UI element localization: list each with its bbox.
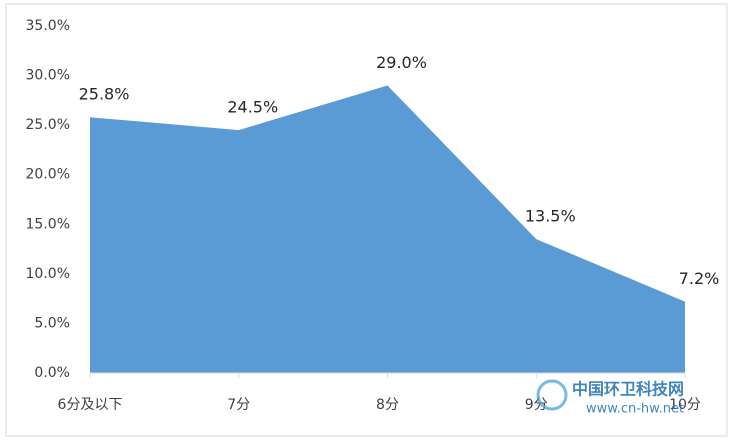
y-tick-label: 15.0% xyxy=(26,216,70,232)
x-tick-label: 8分 xyxy=(376,397,399,413)
watermark-url: www.cn-hw.net xyxy=(586,402,684,417)
chart-border xyxy=(5,3,728,437)
y-tick-label: 35.0% xyxy=(26,18,70,34)
watermark-logo xyxy=(536,379,568,411)
value-label: 7.2% xyxy=(679,269,720,288)
value-label: 25.8% xyxy=(79,85,130,104)
y-tick-label: 0.0% xyxy=(34,365,70,381)
x-tick-label: 10分 xyxy=(669,397,701,413)
y-tick-label: 20.0% xyxy=(26,167,70,183)
y-tick-label: 30.0% xyxy=(26,68,70,84)
y-tick-label: 10.0% xyxy=(26,266,70,282)
x-tick-label: 9分 xyxy=(525,397,548,413)
value-label: 24.5% xyxy=(227,98,278,117)
y-tick-label: 25.0% xyxy=(26,117,70,133)
value-label: 29.0% xyxy=(376,53,427,72)
x-tick-label: 6分及以下 xyxy=(58,397,123,413)
value-label: 13.5% xyxy=(525,207,576,226)
watermark-title: 中国环卫科技网 xyxy=(572,380,684,399)
x-tick-label: 7分 xyxy=(227,397,250,413)
area xyxy=(90,85,685,373)
y-tick-label: 5.0% xyxy=(34,315,70,331)
